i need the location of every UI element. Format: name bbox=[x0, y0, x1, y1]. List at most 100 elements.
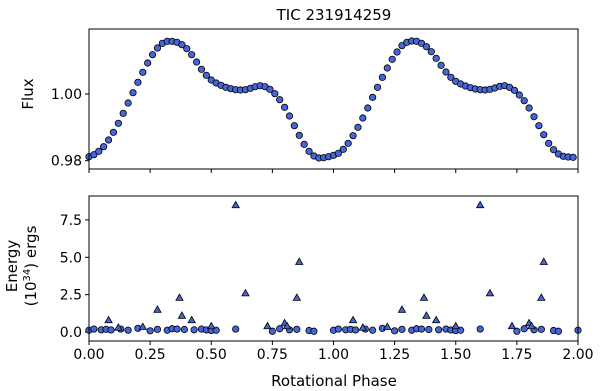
flare-triangle-point bbox=[177, 311, 187, 319]
flare-circle-point bbox=[107, 326, 115, 334]
flux-point bbox=[349, 132, 357, 140]
flux-point bbox=[373, 83, 382, 91]
flare-triangle-point bbox=[282, 321, 292, 330]
flux-point bbox=[364, 104, 372, 112]
flux-point bbox=[144, 59, 152, 67]
flux-point bbox=[295, 131, 303, 139]
energy-ticks: 0.00 0.25 0.50 0.75 1.00 1.25 1.50 1.75 2.00 0.0 2… bbox=[60, 213, 594, 363]
y-tick-label: 0.0 bbox=[60, 325, 82, 341]
flux-point bbox=[153, 44, 162, 52]
flare-circle-point bbox=[435, 326, 443, 334]
flux-point bbox=[178, 41, 186, 49]
flux-point bbox=[442, 68, 450, 76]
flux-point bbox=[334, 149, 342, 157]
flare-circle-point bbox=[334, 325, 342, 333]
flux-point bbox=[427, 48, 435, 56]
flux-point bbox=[285, 112, 294, 120]
flux-point bbox=[359, 114, 367, 122]
flare-triangle-point bbox=[419, 293, 429, 301]
flare-circle-point bbox=[513, 327, 521, 335]
energy-y-axis-label-line1: Energy bbox=[3, 240, 21, 293]
x-tick-label: 1.00 bbox=[318, 347, 349, 363]
flux-point bbox=[290, 122, 298, 130]
flux-point bbox=[393, 48, 401, 56]
flare-circle-point bbox=[425, 325, 433, 334]
flare-triangle-point bbox=[539, 257, 549, 265]
x-tick-label: 2.00 bbox=[562, 347, 593, 363]
flare-circle-point bbox=[417, 325, 426, 333]
flux-point bbox=[114, 119, 122, 127]
flux-point bbox=[422, 43, 431, 51]
flare-circle-point bbox=[369, 326, 377, 334]
x-tick-label: 1.75 bbox=[501, 347, 532, 363]
flux-point bbox=[383, 64, 391, 72]
energy-points bbox=[85, 200, 582, 335]
flux-point bbox=[148, 51, 157, 59]
flare-circle-point bbox=[90, 325, 98, 333]
flare-triangle-point bbox=[527, 321, 536, 330]
flare-circle-point bbox=[232, 325, 240, 333]
energy-y-axis-label-suffix: ) ergs bbox=[22, 225, 40, 268]
flux-point bbox=[530, 113, 538, 121]
x-tick-label: 1.50 bbox=[440, 347, 471, 363]
flux-point bbox=[305, 147, 313, 155]
x-tick-label: 0.50 bbox=[196, 347, 227, 363]
flare-circle-point bbox=[398, 325, 406, 333]
energy-y-axis-label-line2: (1034) ergs bbox=[22, 225, 40, 306]
flare-triangle-point bbox=[358, 323, 368, 331]
x-tick-label: 0.75 bbox=[257, 347, 288, 363]
flux-point bbox=[447, 73, 455, 81]
flare-triangle-point bbox=[175, 293, 184, 301]
flux-point bbox=[202, 71, 210, 79]
flux-point bbox=[183, 45, 191, 53]
flux-point bbox=[192, 58, 201, 66]
flux-point bbox=[266, 85, 274, 93]
flux-point bbox=[398, 42, 406, 50]
flux-point bbox=[569, 153, 577, 161]
flare-triangle-point bbox=[206, 321, 216, 330]
flare-triangle-point bbox=[507, 321, 517, 330]
flux-point bbox=[344, 139, 352, 147]
flux-point bbox=[535, 122, 543, 130]
flare-triangle-point bbox=[114, 323, 123, 331]
energy-panel: Energy (1034) ergs Rotational Phase 0.0 0… bbox=[3, 195, 594, 390]
flux-point bbox=[280, 103, 289, 111]
flux-point bbox=[134, 78, 142, 86]
flux-point bbox=[437, 61, 445, 69]
flux-point bbox=[515, 91, 523, 99]
flux-y-axis-label: Flux bbox=[19, 78, 37, 109]
flux-point bbox=[271, 90, 279, 98]
flare-circle-point bbox=[351, 326, 360, 334]
flux-point bbox=[378, 73, 386, 81]
flux-ticks: 0.98 1.00 bbox=[51, 87, 579, 173]
x-tick-label: 0.25 bbox=[135, 347, 166, 363]
flux-point bbox=[188, 51, 196, 59]
flux-point bbox=[432, 54, 440, 62]
flux-point bbox=[129, 89, 137, 97]
flux-point bbox=[339, 145, 347, 153]
y-tick-label: 7.5 bbox=[60, 213, 82, 229]
flare-circle-point bbox=[293, 325, 301, 333]
y-tick-label: 2.5 bbox=[60, 288, 82, 304]
flux-point bbox=[276, 96, 284, 104]
flare-circle-point bbox=[124, 326, 132, 334]
flare-circle-point bbox=[476, 325, 484, 333]
flare-triangle-point bbox=[241, 288, 250, 297]
flare-triangle-point bbox=[153, 305, 162, 313]
flare-circle-point bbox=[268, 327, 276, 335]
x-axis-label: Rotational Phase bbox=[271, 372, 397, 390]
y-tick-label: 5.0 bbox=[60, 250, 82, 266]
energy-axes-frame bbox=[88, 195, 579, 342]
flare-triangle-point bbox=[383, 322, 392, 330]
flare-triangle-point bbox=[537, 293, 546, 301]
flux-axes-frame bbox=[88, 28, 579, 170]
flare-triangle-point bbox=[485, 288, 495, 297]
flare-triangle-point bbox=[187, 315, 196, 324]
flare-circle-point bbox=[537, 325, 545, 333]
flare-circle-point bbox=[276, 325, 284, 333]
flare-circle-point bbox=[180, 325, 188, 334]
energy-y-axis-label-exponent: 34 bbox=[22, 269, 33, 282]
flux-point bbox=[300, 140, 308, 148]
flare-circle-point bbox=[173, 325, 181, 333]
